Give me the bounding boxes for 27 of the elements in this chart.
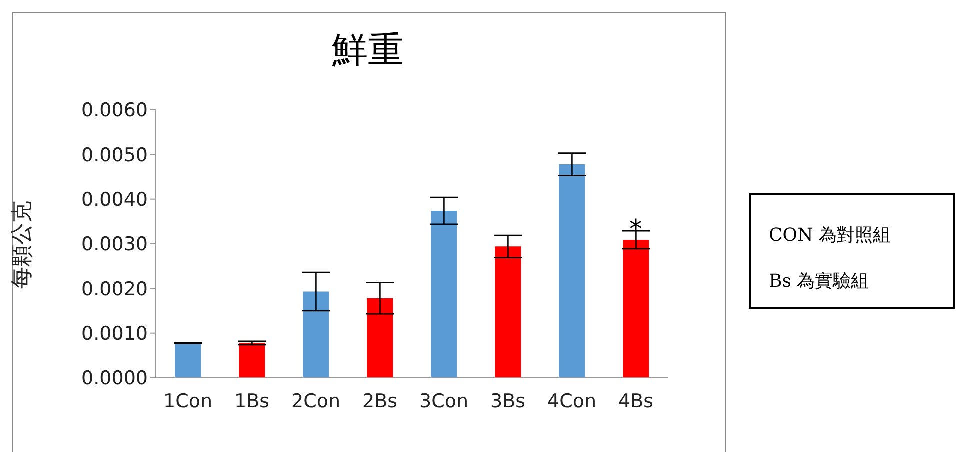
x-tick-label: 2Bs [362,390,398,412]
x-tick-label: 2Con [291,390,341,412]
y-tick-label: 0.0040 [82,189,148,212]
y-tick-label: 0.0050 [82,144,148,166]
bar [559,164,586,378]
bar [367,298,394,378]
bar [431,210,458,378]
y-tick-label: 0.0000 [82,368,148,390]
y-tick-label: 0.0020 [82,278,148,300]
x-tick-label: 3Bs [490,390,526,412]
bar [495,246,522,378]
bar [239,343,266,378]
x-tick-label: 1Bs [234,390,270,412]
bar [303,292,330,378]
x-tick-label: 1Con [163,390,213,412]
x-tick-label: 3Con [419,390,469,412]
chart-title: 鮮重 [331,29,405,73]
y-tick-label: 0.0010 [82,323,148,346]
y-tick-label: 0.0030 [82,234,148,256]
bar [175,343,202,378]
annotation: * [630,215,642,246]
bar [623,240,650,378]
note-box: CON 為對照組 Bs 為實驗組 [749,193,955,309]
x-tick-label: 4Con [547,390,597,412]
y-tick-label: 0.0060 [82,100,148,122]
y-axis-title: 每顆公克 [10,201,35,289]
x-tick-label: 4Bs [618,390,654,412]
